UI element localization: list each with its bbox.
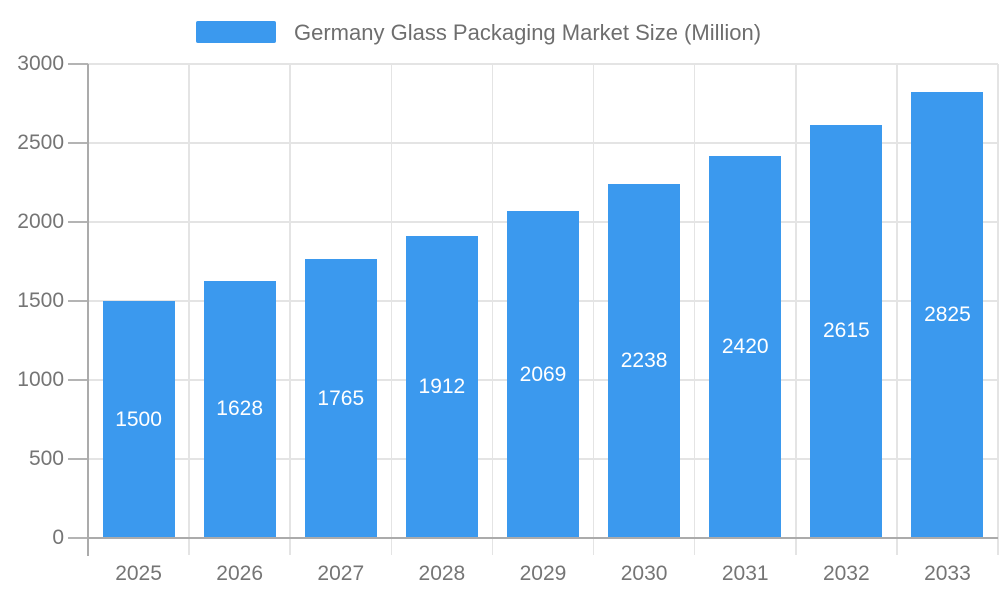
bar[interactable] [203, 280, 276, 538]
x-axis-tick [896, 538, 898, 555]
bar[interactable] [405, 235, 478, 538]
x-axis-tick-label: 2026 [216, 562, 264, 585]
x-axis-line [87, 537, 998, 539]
bar-value-label: 2069 [519, 362, 567, 386]
y-axis-tick-label: 3000 [17, 52, 64, 75]
y-axis-tick [68, 379, 88, 381]
bar[interactable] [911, 91, 984, 538]
x-axis-tick [693, 538, 696, 555]
bar-value-label: 2238 [620, 349, 668, 373]
gridline-vertical [188, 64, 190, 538]
gridline-vertical [693, 64, 696, 538]
bar[interactable] [304, 259, 377, 538]
y-axis-tick [68, 221, 88, 223]
x-axis-tick-label: 2032 [822, 562, 870, 585]
x-axis-tick-label: 2031 [721, 562, 769, 585]
x-axis-tick-label: 2029 [519, 562, 567, 585]
x-axis-tick [188, 538, 190, 555]
x-axis-tick [795, 538, 797, 555]
gridline-vertical [795, 64, 797, 538]
y-axis-tick-label: 1500 [17, 289, 64, 312]
gridline-vertical [390, 64, 393, 538]
x-axis-tick-label: 2027 [317, 562, 365, 585]
y-axis-tick [68, 300, 88, 302]
gridline-vertical [289, 64, 291, 538]
bar-value-label: 1765 [317, 386, 365, 410]
y-axis-tick-label: 0 [52, 526, 64, 549]
y-axis-tick [68, 537, 88, 539]
x-axis-tick-label: 2030 [620, 562, 668, 585]
y-axis-tick [68, 63, 88, 65]
bar-value-label: 2615 [822, 319, 870, 343]
bar-value-label: 1912 [418, 374, 466, 398]
legend-swatch[interactable] [196, 21, 276, 43]
y-axis-tick-label: 1000 [17, 368, 64, 391]
y-axis-tick-label: 500 [28, 447, 64, 470]
gridline-vertical [997, 64, 999, 538]
bar-value-label: 1500 [115, 407, 162, 431]
y-axis-tick [68, 142, 88, 144]
bar-value-label: 2825 [924, 302, 971, 326]
y-axis-tick [68, 458, 88, 460]
y-axis-tick-label: 2000 [17, 210, 64, 233]
x-axis-tick [592, 538, 595, 555]
x-axis-tick-label: 2025 [115, 562, 162, 585]
x-axis-tick [390, 538, 393, 555]
bar[interactable] [102, 301, 175, 538]
x-axis-tick [289, 538, 291, 555]
x-axis-tick [997, 538, 999, 555]
gridline-vertical [592, 64, 595, 538]
y-axis-line [86, 64, 89, 556]
gridline-vertical [491, 64, 494, 538]
x-axis-tick-label: 2033 [924, 562, 971, 585]
bar-value-label: 2420 [721, 334, 769, 358]
bar-value-label: 1628 [216, 397, 264, 421]
legend-label[interactable]: Germany Glass Packaging Market Size (Mil… [294, 20, 762, 45]
bar[interactable] [507, 211, 579, 538]
gridline-horizontal [88, 63, 998, 65]
x-axis-tick-label: 2028 [418, 562, 466, 585]
bar[interactable] [810, 124, 883, 538]
gridline-horizontal [88, 142, 998, 144]
bar[interactable] [608, 184, 681, 538]
x-axis-tick [491, 538, 494, 555]
gridline-vertical [896, 64, 898, 538]
y-axis-tick-label: 2500 [17, 131, 64, 154]
bar[interactable] [709, 155, 782, 538]
